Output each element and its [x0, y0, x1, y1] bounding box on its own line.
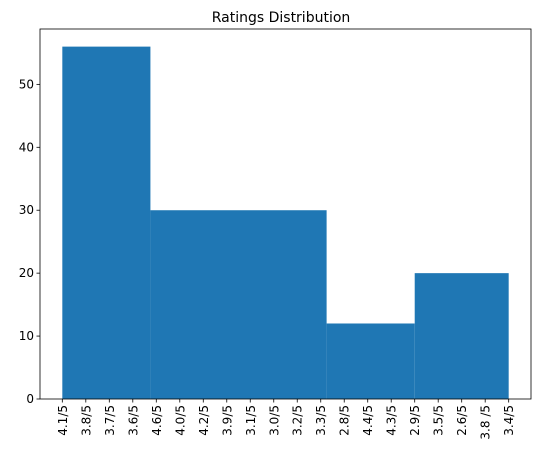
histogram-bar-1	[150, 210, 327, 399]
histogram-bar-3	[414, 273, 509, 399]
y-tick-label: 0	[26, 392, 34, 406]
x-tick-label: 3.9/5	[220, 405, 234, 436]
x-tick-label: 3.0/5	[267, 405, 281, 436]
x-tick-label: 3.3/5	[314, 405, 328, 436]
x-axis: 4.1/5 3.8/5 3.7/5 3.6/5 4.6/5 4.0/5 4.2/5 3.9/5…	[56, 399, 516, 440]
x-tick-label: 3.8/5	[79, 405, 93, 436]
y-tick-label: 20	[19, 266, 34, 280]
x-tick-label: 3.6/5	[126, 405, 140, 436]
x-tick-label: 4.6/5	[150, 405, 164, 436]
x-tick-label: 4.1/5	[56, 405, 70, 436]
y-tick-label: 40	[19, 140, 34, 154]
plot-frame	[39, 28, 532, 400]
x-tick-label: 3.5/5	[432, 405, 446, 436]
x-tick-label: 2.9/5	[408, 405, 422, 436]
x-tick-label: 3.2/5	[291, 405, 305, 436]
y-axis: 0 10 20 30 40 50	[19, 77, 40, 406]
y-tick-label: 10	[19, 329, 34, 343]
x-tick-label: 2.6/5	[455, 405, 469, 436]
x-tick-label: 2.8/5	[338, 405, 352, 436]
y-tick-label: 30	[19, 203, 34, 217]
histogram-bar-0	[62, 46, 151, 399]
x-tick-label: 3.1/5	[244, 405, 258, 436]
x-tick-label: 4.3/5	[385, 405, 399, 436]
x-tick-label: 3.7/5	[103, 405, 117, 436]
chart-title: Ratings Distribution	[212, 10, 351, 26]
y-tick-label: 50	[19, 77, 34, 91]
x-tick-label: 4.2/5	[197, 405, 211, 436]
x-tick-label: 3.8 /5	[479, 405, 493, 440]
histogram-bars	[62, 46, 509, 399]
x-tick-label: 4.4/5	[361, 405, 375, 436]
x-tick-label: 4.0/5	[173, 405, 187, 436]
histogram-bar-2	[326, 323, 415, 399]
x-tick-label: 3.4/5	[502, 405, 516, 436]
